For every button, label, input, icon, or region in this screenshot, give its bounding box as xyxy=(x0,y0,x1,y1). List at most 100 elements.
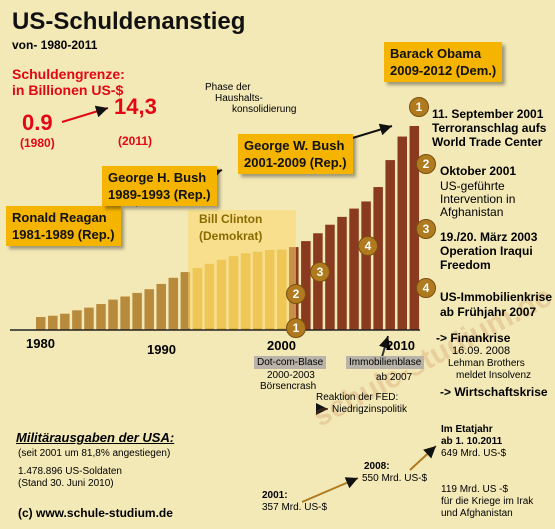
event-list-number-1: 1 xyxy=(409,97,429,117)
event-list-number-4: 4 xyxy=(416,278,436,298)
debt-limit-unit: in Billionen US-$ xyxy=(12,82,124,98)
military-stand: (Stand 30. Juni 2010) xyxy=(18,478,114,489)
president-name: Barack Obama xyxy=(390,46,482,61)
debt-end-year: (2011) xyxy=(118,134,153,148)
bar-1987 xyxy=(120,296,130,330)
clinton-highlight xyxy=(188,210,296,328)
president-box-bush-sr: George H. Bush 1989-1993 (Rep.) xyxy=(102,166,217,206)
event-2-line4: Afghanistan xyxy=(440,205,504,219)
president-name: Ronald Reagan xyxy=(12,210,107,225)
x-tick-label: 2000 xyxy=(267,338,296,353)
bar-1981 xyxy=(48,315,58,330)
president-term: 1981-1989 (Rep.) xyxy=(12,227,115,242)
president-name: Bill Clinton xyxy=(199,212,263,226)
bar-2005 xyxy=(337,216,347,330)
copyright: (c) www.schule-studium.de xyxy=(18,506,173,520)
president-box-clinton: Bill Clinton (Demokrat) xyxy=(193,208,268,248)
bar-1991 xyxy=(168,277,179,330)
debt-end-value: 14,3 xyxy=(114,94,157,119)
bar-1980 xyxy=(36,317,46,330)
wirtschaftskrise-label: -> Wirtschaftskrise xyxy=(440,385,548,399)
bar-2007 xyxy=(361,201,371,330)
event-marker-3: 3 xyxy=(310,262,330,282)
bar-1983 xyxy=(72,310,82,330)
military-2001-value: 357 Mrd. US-$ xyxy=(262,502,328,513)
bar-1988 xyxy=(132,292,142,330)
bar-2006 xyxy=(349,208,359,330)
bar-2009 xyxy=(385,160,395,330)
x-tick-label: 1980 xyxy=(26,336,55,351)
event-1-line3: World Trade Center xyxy=(432,135,543,149)
fed-reaction-line2: Niedrigzinspolitik xyxy=(332,404,408,415)
housing-bubble-label: Immobilienblase xyxy=(346,356,425,369)
event-list-number-3: 3 xyxy=(416,219,436,239)
debt-limit-heading: Schuldengrenze: xyxy=(12,66,125,82)
event-3-line2: Operation Iraqui xyxy=(440,244,533,258)
military-2001-label: 2001: xyxy=(262,490,288,501)
bar-1985 xyxy=(96,304,106,330)
military-arrow-2001 xyxy=(301,477,359,503)
housing-bubble-since: ab 2007 xyxy=(376,372,413,383)
bar-2011 xyxy=(409,125,420,330)
military-2008-label: 2008: xyxy=(364,461,390,472)
debt-start-value: 0.9 xyxy=(22,110,53,135)
bar-2010 xyxy=(397,136,407,330)
event-3-line1: 19./20. März 2003 xyxy=(440,230,538,244)
dotcom-years: 2000-2003 xyxy=(267,370,315,381)
event-2-line1: Oktober 2001 xyxy=(440,164,517,178)
bar-2008 xyxy=(373,187,383,330)
bar-1992 xyxy=(180,272,191,330)
military-arrow-2008 xyxy=(409,445,437,471)
bar-1990 xyxy=(156,283,166,330)
finanzkrise-line3: meldet Insolvenz xyxy=(456,370,532,381)
event-marker-1: 1 xyxy=(286,318,306,338)
event-4-line2: ab Frühjahr 2007 xyxy=(440,305,537,319)
bar-1982 xyxy=(60,313,70,330)
bar-2004 xyxy=(325,224,335,330)
president-box-obama: Barack Obama 2009-2012 (Dem.) xyxy=(384,42,503,82)
president-box-bush-jr: George W. Bush 2001-2009 (Rep.) xyxy=(238,134,353,174)
bar-2002 xyxy=(301,241,311,330)
event-1-line2: Terroranschlag aufs xyxy=(432,121,547,135)
bar-1984 xyxy=(84,307,94,330)
debt-growth-arrow xyxy=(61,105,109,123)
military-wars-line3: und Afghanistan xyxy=(441,508,513,519)
finanzkrise-line2: Lehman Brothers xyxy=(448,358,525,369)
consolidation-note-line2: Haushalts- xyxy=(215,93,263,104)
page-subtitle: von- 1980-2011 xyxy=(12,38,98,52)
x-tick-label: 2010 xyxy=(386,338,415,353)
military-2011-value: 649 Mrd. US-$ xyxy=(441,448,507,459)
event-3-line3: Freedom xyxy=(440,258,491,272)
president-term: 2009-2012 (Dem.) xyxy=(390,63,497,78)
bar-1989 xyxy=(144,289,154,330)
military-wars-line1: 119 Mrd. US -$ xyxy=(441,484,509,495)
finanzkrise-date: 16.09. 2008 xyxy=(452,345,511,357)
x-tick-label: 1990 xyxy=(147,342,176,357)
consolidation-note-line1: Phase der xyxy=(205,82,251,93)
military-2011-line2: ab 1. 10.2011 xyxy=(441,436,503,447)
military-increase: (seit 2001 um 81,8% angestiegen) xyxy=(18,448,171,459)
event-4-line1: US-Immobilienkrise xyxy=(440,290,553,304)
consolidation-note-line3: konsolidierung xyxy=(232,104,297,115)
president-term: 2001-2009 (Rep.) xyxy=(244,155,347,170)
president-term: 1989-1993 (Rep.) xyxy=(108,187,211,202)
event-1-line1: 11. September 2001 xyxy=(432,107,544,121)
event-list-number-2: 2 xyxy=(416,154,436,174)
housing-bubble-arrow xyxy=(378,335,391,358)
military-wars-line2: für die Kriege im Irak xyxy=(441,496,534,507)
event-2-line3: Intervention in xyxy=(440,192,516,206)
military-soldiers: 1.478.896 US-Soldaten xyxy=(18,466,122,477)
event-2-line2: US-geführte xyxy=(440,179,505,193)
dotcom-bubble-label: Dot-com-Blase xyxy=(254,356,327,369)
page-title: US-Schuldenanstieg xyxy=(12,8,246,35)
event-marker-2: 2 xyxy=(286,284,306,304)
dotcom-crash: Börsencrash xyxy=(260,381,317,392)
military-heading: Militärausgaben der USA: xyxy=(16,430,175,445)
bar-1986 xyxy=(108,299,118,330)
military-2008-value: 550 Mrd. US-$ xyxy=(362,473,428,484)
president-term: (Demokrat) xyxy=(199,229,263,243)
event-marker-4: 4 xyxy=(358,236,378,256)
president-name: George H. Bush xyxy=(108,170,207,185)
fed-reaction-line1: Reaktion der FED: xyxy=(316,392,399,403)
